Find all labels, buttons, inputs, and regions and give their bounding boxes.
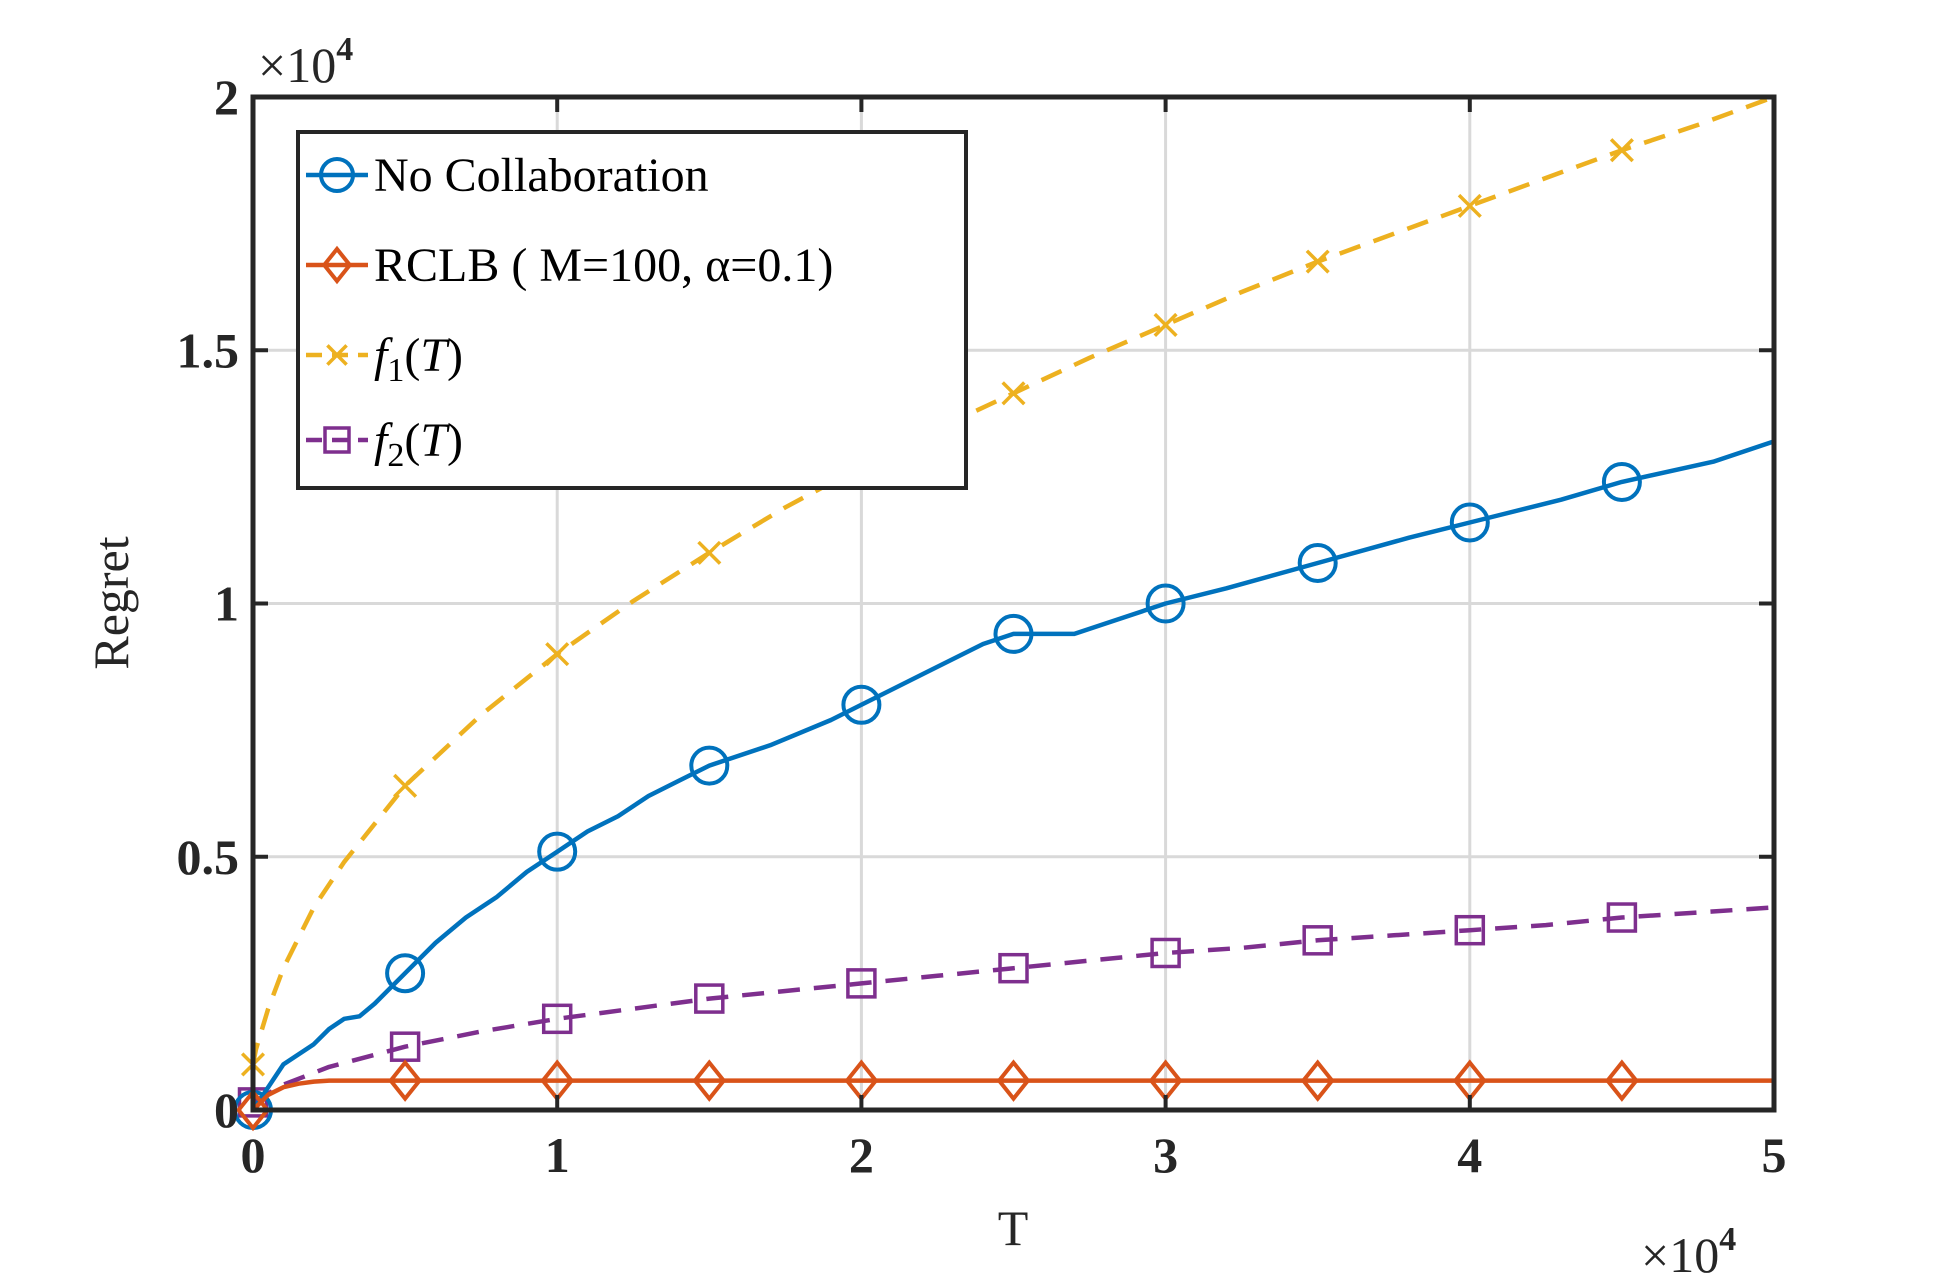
x-tick-label: 3 xyxy=(1153,1127,1178,1183)
diamond-marker xyxy=(692,1059,727,1102)
legend-label: RCLB ( M=100, α=0.1) xyxy=(374,239,833,292)
circle-marker xyxy=(319,157,355,193)
square-marker xyxy=(1454,914,1486,946)
diamond-marker xyxy=(1604,1059,1639,1102)
y-axis-label: Regret xyxy=(83,536,139,669)
legend-item-3: f1(T) xyxy=(306,329,463,389)
series-line xyxy=(251,905,1775,1105)
x-marker xyxy=(697,540,722,565)
x-marker xyxy=(545,642,570,667)
series-line xyxy=(251,1078,1774,1112)
square-marker xyxy=(998,952,1029,984)
circle-marker xyxy=(993,613,1034,654)
x-tick-label: 5 xyxy=(1762,1127,1787,1183)
axis-ticks: 0 1 2 3 4 5 0 0.5 1 1.5 2 xyxy=(177,69,1787,1183)
square-marker xyxy=(846,968,877,999)
circle-marker xyxy=(1601,461,1642,502)
x-marker xyxy=(1457,193,1482,218)
y-tick-label: 0.5 xyxy=(177,829,240,885)
legend-item-2: RCLB ( M=100, α=0.1) xyxy=(306,239,833,292)
x-marker xyxy=(326,344,348,366)
x-tick-label: 0 xyxy=(241,1127,266,1183)
circle-marker xyxy=(385,953,426,994)
circle-marker xyxy=(1449,502,1490,543)
x-marker xyxy=(1001,381,1026,406)
square-marker xyxy=(1302,925,1333,956)
diamond-marker xyxy=(996,1059,1031,1102)
circle-marker xyxy=(689,745,730,786)
x-tick-label: 2 xyxy=(849,1127,874,1183)
y-axis-multiplier: ×104 xyxy=(258,31,353,93)
square-marker xyxy=(541,1003,573,1035)
x-axis-label: T xyxy=(998,1200,1029,1256)
circle-marker xyxy=(537,831,578,872)
diamond-marker xyxy=(236,1088,270,1132)
legend: No Collaboration RCLB ( M=100, α=0.1) f1(T… xyxy=(296,130,968,490)
series-line xyxy=(251,439,1775,1112)
square-marker xyxy=(694,983,725,1014)
x-marker xyxy=(393,773,418,798)
diamond-marker xyxy=(1300,1059,1335,1102)
y-tick-label: 1.5 xyxy=(177,322,240,378)
diamond-marker xyxy=(388,1059,423,1102)
legend-label: f2(T) xyxy=(374,414,463,474)
square-marker xyxy=(1150,937,1181,969)
legend-label: No Collaboration xyxy=(374,149,709,202)
y-tick-label: 2 xyxy=(214,69,239,125)
circle-marker xyxy=(1297,542,1338,583)
legend-label: f1(T) xyxy=(374,329,463,389)
square-marker xyxy=(323,426,351,454)
x-tick-label: 4 xyxy=(1457,1127,1482,1183)
circle-marker xyxy=(841,684,882,725)
y-tick-label: 1 xyxy=(214,576,239,632)
legend-item-4: f2(T) xyxy=(306,414,463,474)
x-axis-multiplier: ×104 xyxy=(1641,1221,1736,1280)
diamond-marker xyxy=(321,245,353,285)
x-marker xyxy=(1609,138,1634,163)
x-marker xyxy=(1305,249,1330,274)
legend-box xyxy=(296,130,968,490)
square-marker xyxy=(1606,902,1638,933)
y-tick-label: 0 xyxy=(214,1082,239,1138)
legend-item-1: No Collaboration xyxy=(306,149,709,202)
x-tick-label: 1 xyxy=(545,1127,570,1183)
circle-marker xyxy=(1145,583,1186,624)
x-marker xyxy=(1153,312,1178,337)
